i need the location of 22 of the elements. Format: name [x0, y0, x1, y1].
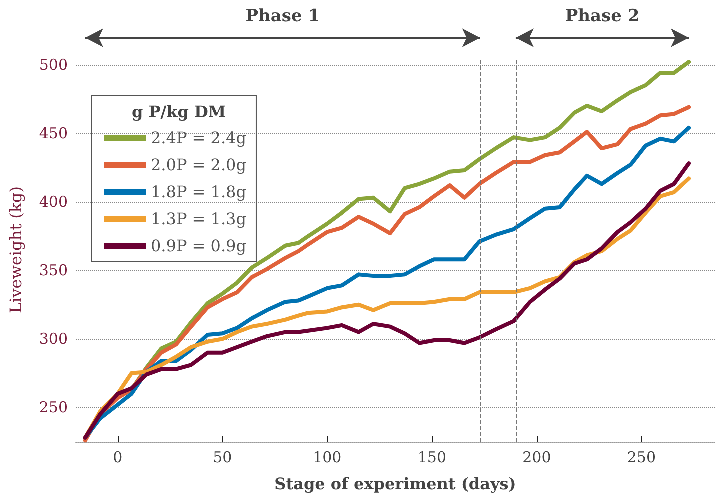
- y-tick-label: 450: [39, 124, 68, 142]
- legend-label: 0.9P = 0.9g: [151, 236, 246, 256]
- legend-label: 1.3P = 1.3g: [151, 210, 246, 228]
- legend-label: 2.4P = 2.4g: [151, 128, 246, 148]
- text: Phase 1: [246, 6, 320, 26]
- legend-label: 1.8P = 1.8g: [151, 182, 246, 202]
- x-tick-label: 200: [522, 448, 552, 466]
- x-axis-title: Stage of experiment (days): [274, 474, 516, 494]
- y-tick-label: 300: [39, 330, 68, 348]
- y-tick-label: 400: [39, 193, 68, 211]
- y-tick-label: 350: [39, 262, 68, 280]
- legend-title: g P/kg DM: [132, 102, 226, 122]
- x-tick-label: 50: [213, 448, 232, 466]
- x-tick-label: 100: [313, 448, 342, 466]
- x-tick-label: 250: [627, 448, 656, 466]
- text: Phase 2: [565, 6, 640, 26]
- y-tick-label: 250: [39, 398, 68, 417]
- legend-label: 2.0P = 2.0g: [151, 156, 246, 174]
- y-axis-title: Liveweight (kg): [6, 186, 26, 314]
- x-tick-label: 0: [113, 448, 123, 466]
- x-tick-label: 150: [418, 448, 446, 466]
- y-tick-label: 500: [39, 56, 68, 74]
